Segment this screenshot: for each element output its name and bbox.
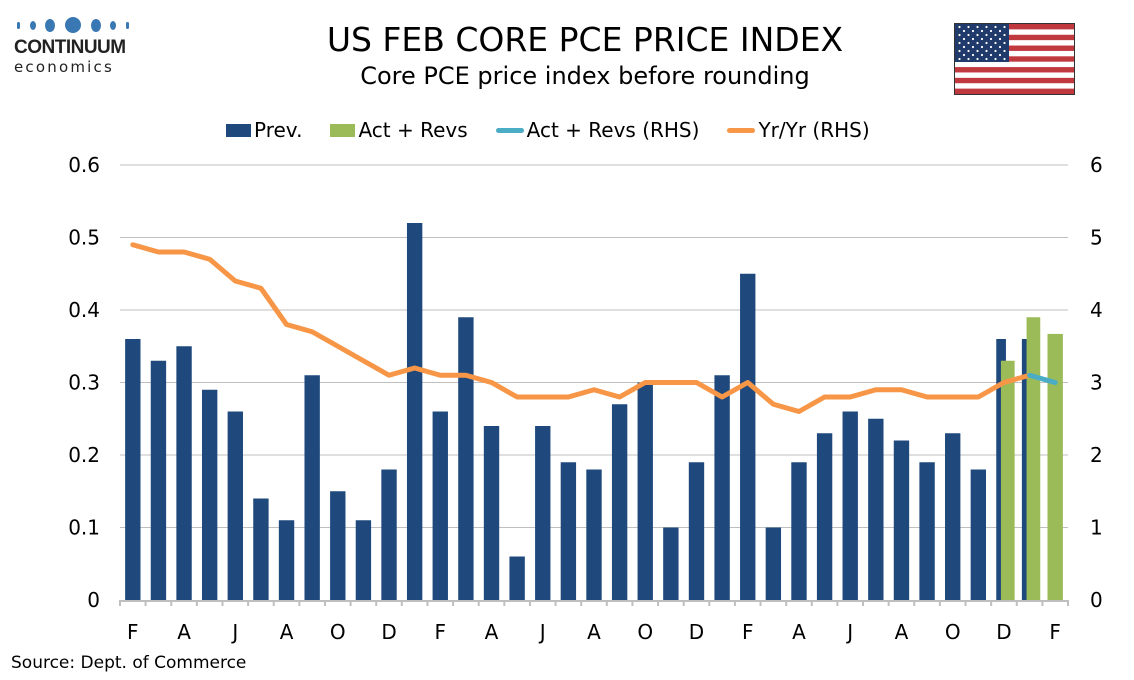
bar-prev [560, 462, 577, 600]
logo-subtitle: economics [14, 58, 114, 76]
y-tick-label-right: 4 [1090, 298, 1103, 322]
x-tick-label: A [587, 620, 601, 644]
bar-prev [458, 317, 474, 600]
x-tick-label: J [230, 620, 238, 644]
bar-prev [893, 440, 910, 600]
bar-prev [304, 375, 320, 600]
bar-prev [509, 556, 525, 600]
y-tick-label-right: 0 [1090, 588, 1103, 612]
legend-label-prev: Prev. [254, 118, 303, 142]
y-tick-label-left: 0.6 [68, 153, 100, 177]
x-tick-label: J [845, 620, 853, 644]
bar-prev [791, 462, 807, 600]
bar-prev [816, 433, 833, 600]
legend-swatch-prev [226, 123, 251, 137]
bar-prev [740, 273, 756, 600]
line-act-rhs [1027, 372, 1058, 385]
legend-label-act-rhs: Act + Revs (RHS) [526, 118, 700, 142]
legend-label-act: Act + Revs [358, 118, 468, 142]
legend-item-prev: Prev. [226, 118, 302, 142]
x-tick-label: F [127, 620, 139, 644]
x-tick-label: D [996, 620, 1011, 644]
bar-prev [483, 426, 500, 600]
legend-item-act-rhs: Act + Revs (RHS) [495, 118, 700, 142]
source-note: Source: Dept. of Commerce [11, 653, 247, 673]
y-tick-label-right: 5 [1090, 226, 1103, 250]
bar-prev [355, 520, 372, 600]
y-tick-label-right: 6 [1090, 153, 1103, 177]
bar-prev [611, 404, 628, 600]
legend-swatch-yoy [727, 127, 756, 133]
x-tick-label: A [177, 620, 191, 644]
x-tick-label: F [435, 620, 447, 644]
x-tick-label: A [895, 620, 909, 644]
x-tick-label: O [945, 620, 961, 644]
y-tick-label-right: 3 [1090, 371, 1103, 395]
bar-prev [150, 360, 167, 600]
y-tick-label-left: 0.3 [68, 371, 100, 395]
bar-prev [330, 491, 346, 600]
bar-prev [663, 527, 679, 600]
continuum-logo: CONTINUUM economics [14, 14, 134, 76]
bar-prev [432, 411, 448, 600]
bar-prev [842, 411, 858, 600]
y-tick-label-left: 0.5 [68, 226, 100, 250]
bar-prev [278, 520, 295, 600]
x-tick-label: F [742, 620, 754, 644]
chart-subtitle: Core PCE price index before rounding [360, 62, 810, 90]
bar-prev [945, 433, 961, 600]
bar-prev [919, 462, 935, 600]
x-tick-label: A [792, 620, 806, 644]
legend-label-yoy: Yr/Yr (RHS) [758, 118, 870, 142]
y-tick-label-right: 1 [1090, 516, 1103, 540]
x-tick-label: A [280, 620, 294, 644]
bar-prev [970, 469, 987, 600]
logo-dots-icon [17, 14, 129, 36]
bar-prev [586, 469, 602, 600]
us-flag-icon [954, 23, 1075, 95]
bar-act [1047, 333, 1063, 600]
bar-prev [201, 389, 218, 600]
bar-prev [406, 223, 423, 600]
bar-prev [381, 469, 397, 600]
x-tick-label: O [330, 620, 346, 644]
y-tick-label-left: 0 [87, 588, 100, 612]
y-tick-label-left: 0.2 [68, 443, 100, 467]
y-tick-label-left: 0.4 [68, 298, 100, 322]
y-tick-label-right: 2 [1090, 443, 1103, 467]
bar-act [1000, 360, 1015, 600]
legend-item-act: Act + Revs [330, 118, 468, 142]
bar-prev [227, 411, 243, 600]
logo-name: CONTINUUM [14, 37, 126, 58]
x-tick-label: A [485, 620, 499, 644]
bar-prev [714, 375, 730, 600]
legend-item-yoy: Yr/Yr (RHS) [727, 118, 870, 142]
line-yoy [130, 242, 1033, 414]
x-tick-label: J [538, 620, 546, 644]
x-tick-label: D [689, 620, 704, 644]
bar-prev [125, 339, 141, 600]
bar-prev [688, 462, 705, 600]
legend-swatch-act [330, 123, 356, 137]
bar-prev [868, 418, 884, 600]
legend-swatch-act-rhs [495, 127, 524, 133]
bar-prev [253, 498, 269, 600]
bar-prev [535, 426, 551, 600]
bar-act [1026, 317, 1041, 600]
chart-legend: Prev. Act + Revs Act + Revs (RHS) Yr/Yr … [226, 118, 898, 142]
bar-prev [637, 382, 653, 600]
y-tick-label-left: 0.1 [68, 516, 100, 540]
bar-prev [765, 527, 782, 600]
x-tick-label: F [1049, 620, 1061, 644]
x-tick-label: D [381, 620, 396, 644]
x-tick-label: O [637, 620, 653, 644]
bar-prev [176, 346, 192, 600]
chart-title: US FEB CORE PCE PRICE INDEX [326, 20, 844, 59]
